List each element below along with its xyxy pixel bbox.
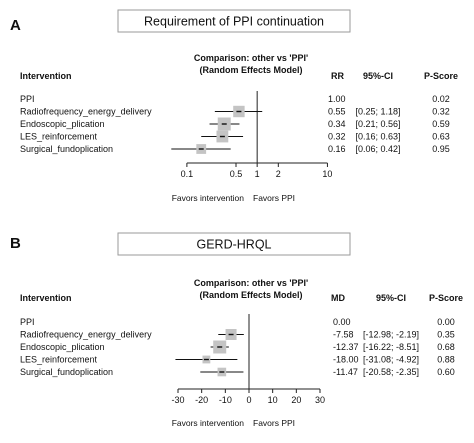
panel-a-pscore-value: 0.02 [432,94,450,104]
panel-b-ci-value: [-31.08; -4.92] [363,355,419,365]
panel-b: B GERD-HRQL Comparison: other vs 'PPI' (… [10,232,463,428]
panel-a-plot-area: 0.1 0.5 1 2 10 [171,91,332,179]
panel-a-header-effect: RR [331,71,344,81]
panel-b-plot-area: -30 -20 -10 0 10 20 30 [171,314,325,405]
panel-b-header-pscore: P-Score [429,293,463,303]
panel-a-comparison-line2: (Random Effects Model) [199,65,302,75]
panel-b-x-tick-label: 0 [246,395,251,405]
panel-b-effect-value: -11.47 [333,367,358,377]
panel-a-pscore-value: 0.95 [432,144,450,154]
panel-b-effect-value: -7.58 [333,330,354,340]
panel-b-pscore-value: 0.35 [437,330,455,340]
panel-b-letter: B [10,235,21,252]
panel-a-letter: A [10,17,21,34]
panel-b-header-ci: 95%-CI [376,293,406,303]
panel-a-pscore-value: 0.63 [432,132,450,142]
panel-a-title: Requirement of PPI continuation [144,15,324,29]
panel-a-effect-value: 1.00 [328,94,346,104]
panel-a-effect-value: 0.16 [328,144,346,154]
panel-a-pscore-value: 0.59 [432,119,450,129]
panel-b-favors-right: Favors PPI [253,418,295,428]
panel-a-favors-right: Favors PPI [253,193,295,203]
panel-b-ci-value: [-12.98; -2.19] [363,330,419,340]
panel-a-x-tick-label: 2 [276,169,281,179]
panel-b-pscore-value: 0.68 [437,342,455,352]
panel-a-effect-value: 0.55 [328,107,346,117]
panel-b-header-intervention: Intervention [20,293,72,303]
panel-a-header-intervention: Intervention [20,71,72,81]
panel-b-favors-left: Favors intervention [172,418,245,428]
panel-a-row-label: PPI [20,94,35,104]
panel-a: A Requirement of PPI continuation Compar… [10,9,458,203]
panel-b-x-tick-label: 20 [291,395,301,405]
panel-a-ci-value: [0.21; 0.56] [355,119,400,129]
panel-b-x-tick-label: 10 [268,395,278,405]
panel-a-pscore-value: 0.32 [432,107,450,117]
panel-a-x-tick-label: 1 [255,169,260,179]
panel-a-row-label: Endoscopic_plication [20,119,105,129]
panel-b-pscore-value: 0.88 [437,355,455,365]
panel-b-row-label: PPI [20,317,35,327]
panel-b-pscore-value: 0.60 [437,367,455,377]
panel-b-row-label: Radiofrequency_energy_delivery [20,330,152,340]
panel-b-comparison-line2: (Random Effects Model) [199,290,302,300]
panel-a-row-label: Surgical_fundoplication [20,144,113,154]
panel-a-row-label: LES_reinforcement [20,132,98,142]
panel-a-effect-value: 0.34 [328,119,346,129]
panel-a-x-tick-label: 0.5 [230,169,243,179]
panel-b-title-box [117,232,351,256]
panel-b-effect-value: -18.00 [333,355,359,365]
panel-b-title: GERD-HRQL [196,238,271,252]
panel-a-x-tick-label: 10 [322,169,332,179]
panel-b-x-tick-label: 30 [315,395,325,405]
panel-b-pscore-value: 0.00 [437,317,455,327]
panel-b-x-tick-label: -10 [219,395,232,405]
panel-b-comparison-line1: Comparison: other vs 'PPI' [194,278,308,288]
panel-b-ci-value: [-20.58; -2.35] [363,367,419,377]
panel-a-row-label: Radiofrequency_energy_delivery [20,107,152,117]
panel-a-ci-value: [0.06; 0.42] [355,144,400,154]
panel-b-row-label: Endoscopic_plication [20,342,105,352]
panel-b-effect-value: 0.00 [333,317,351,327]
panel-b-row-label: LES_reinforcement [20,355,98,365]
panel-a-favors-left: Favors intervention [172,193,245,203]
panel-b-header-effect: MD [331,293,345,303]
panel-a-comparison-line1: Comparison: other vs 'PPI' [194,53,308,63]
panel-b-row-label: Surgical_fundoplication [20,367,113,377]
panel-b-ci-value: [-16.22; -8.51] [363,342,419,352]
panel-a-ci-value: [0.16; 0.63] [355,132,400,142]
panel-a-ci-value: [0.25; 1.18] [355,107,400,117]
panel-a-header-ci: 95%-CI [363,71,393,81]
panel-a-header-pscore: P-Score [424,71,458,81]
panel-a-effect-value: 0.32 [328,132,346,142]
panel-b-x-tick-label: -30 [171,395,184,405]
panel-b-x-tick-label: -20 [195,395,208,405]
panel-a-rows: PPI 1.00 0.02 Radiofrequency_energy_deliver… [20,94,450,154]
panel-b-rows: PPI 0.00 0.00 Radiofrequency_energy_deliver… [20,317,455,377]
panel-a-x-tick-label: 0.1 [181,169,194,179]
panel-b-effect-value: -12.37 [333,342,359,352]
panel-a-title-box [117,9,351,33]
